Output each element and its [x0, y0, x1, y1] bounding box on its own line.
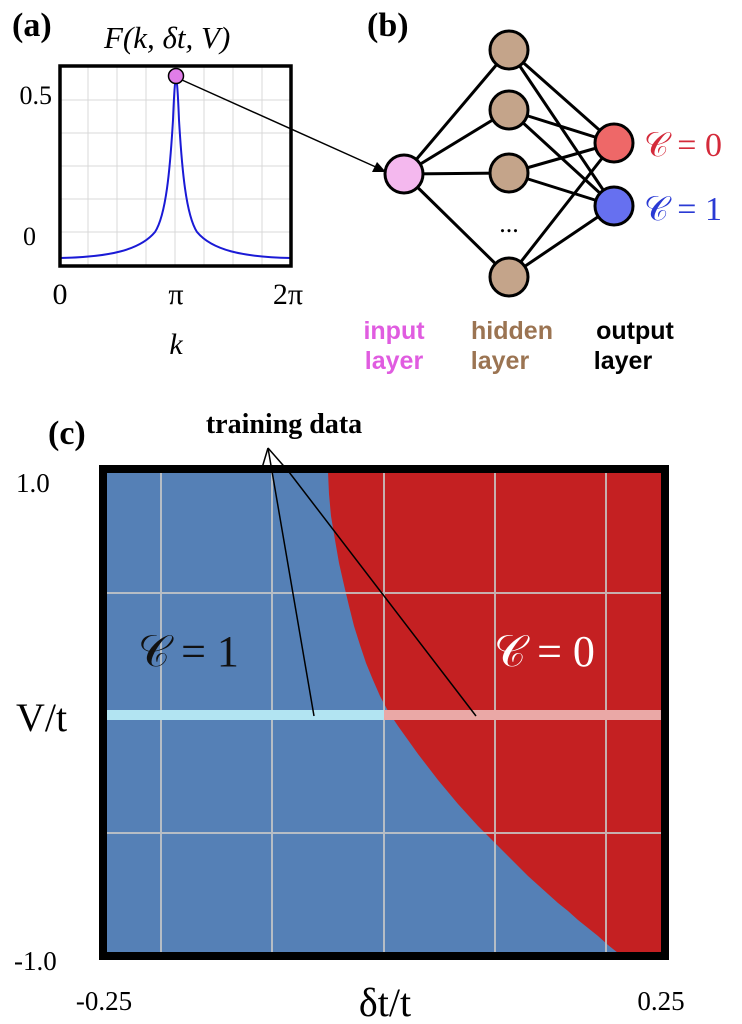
output-0-label: 𝒞 = 0 — [644, 127, 722, 164]
peak-to-input-arrow — [181, 79, 386, 172]
output-1-label: 𝒞 = 1 — [644, 191, 722, 228]
hidden-layer-label-line1: hidden — [471, 317, 553, 345]
panel-c-ytick-bottom: -1.0 — [14, 946, 57, 976]
input-layer-label-line1: input — [363, 317, 425, 345]
region-c1-label: 𝒞 = 1 — [138, 627, 239, 676]
panel-a-title: F(k, δt, V) — [103, 20, 230, 55]
hidden-neuron — [488, 152, 530, 194]
training-line-c0 — [384, 710, 662, 720]
panel-c-label: (c) — [48, 415, 86, 452]
output-layer-label-line1: output — [596, 317, 674, 345]
panel-a-grid — [60, 66, 291, 266]
panel-a-plot — [58, 64, 293, 268]
region-c0-label: 𝒞 = 0 — [494, 627, 595, 676]
panel-a-xlabel: k — [169, 328, 183, 361]
phase-diagram — [99, 465, 669, 960]
hidden-ellipsis: ... — [499, 209, 519, 238]
training-data-annotation: training data — [206, 409, 362, 440]
phase-diagram-frame — [99, 465, 669, 960]
input-layer-label-line2: layer — [365, 347, 424, 375]
output-neuron-0 — [593, 122, 635, 164]
output-neuron-1 — [593, 185, 635, 227]
hidden-neuron — [488, 89, 530, 131]
panel-b-label: (b) — [367, 7, 409, 44]
output-layer-label-line2: layer — [594, 347, 653, 375]
panel-a-ytick-bottom: 0 — [23, 222, 36, 251]
hidden-neuron — [488, 29, 530, 71]
panel-a-label: (a) — [12, 7, 52, 44]
panel-a-peak-marker — [167, 67, 185, 85]
panel-a-xtick-pi: π — [168, 278, 183, 311]
panel-c-ylabel: V/t — [16, 695, 67, 740]
input-neuron — [383, 153, 425, 195]
panel-c-ytick-top: 1.0 — [16, 468, 50, 498]
training-line-c1 — [106, 710, 384, 720]
hidden-layer-label-line2: layer — [471, 347, 530, 375]
panel-a-xtick-2pi: 2π — [273, 278, 303, 311]
panel-a-ytick-top: 0.5 — [20, 81, 53, 110]
panel-c-xlabel: δt/t — [359, 980, 411, 1024]
panel-a-frame — [58, 64, 293, 268]
panel-c-xtick-left: -0.25 — [76, 986, 132, 1016]
panel-c-xtick-right: 0.25 — [637, 986, 684, 1016]
hidden-neuron — [488, 256, 530, 298]
training-data-pointers — [261, 447, 477, 717]
panel-a-xtick-0: 0 — [53, 278, 68, 311]
